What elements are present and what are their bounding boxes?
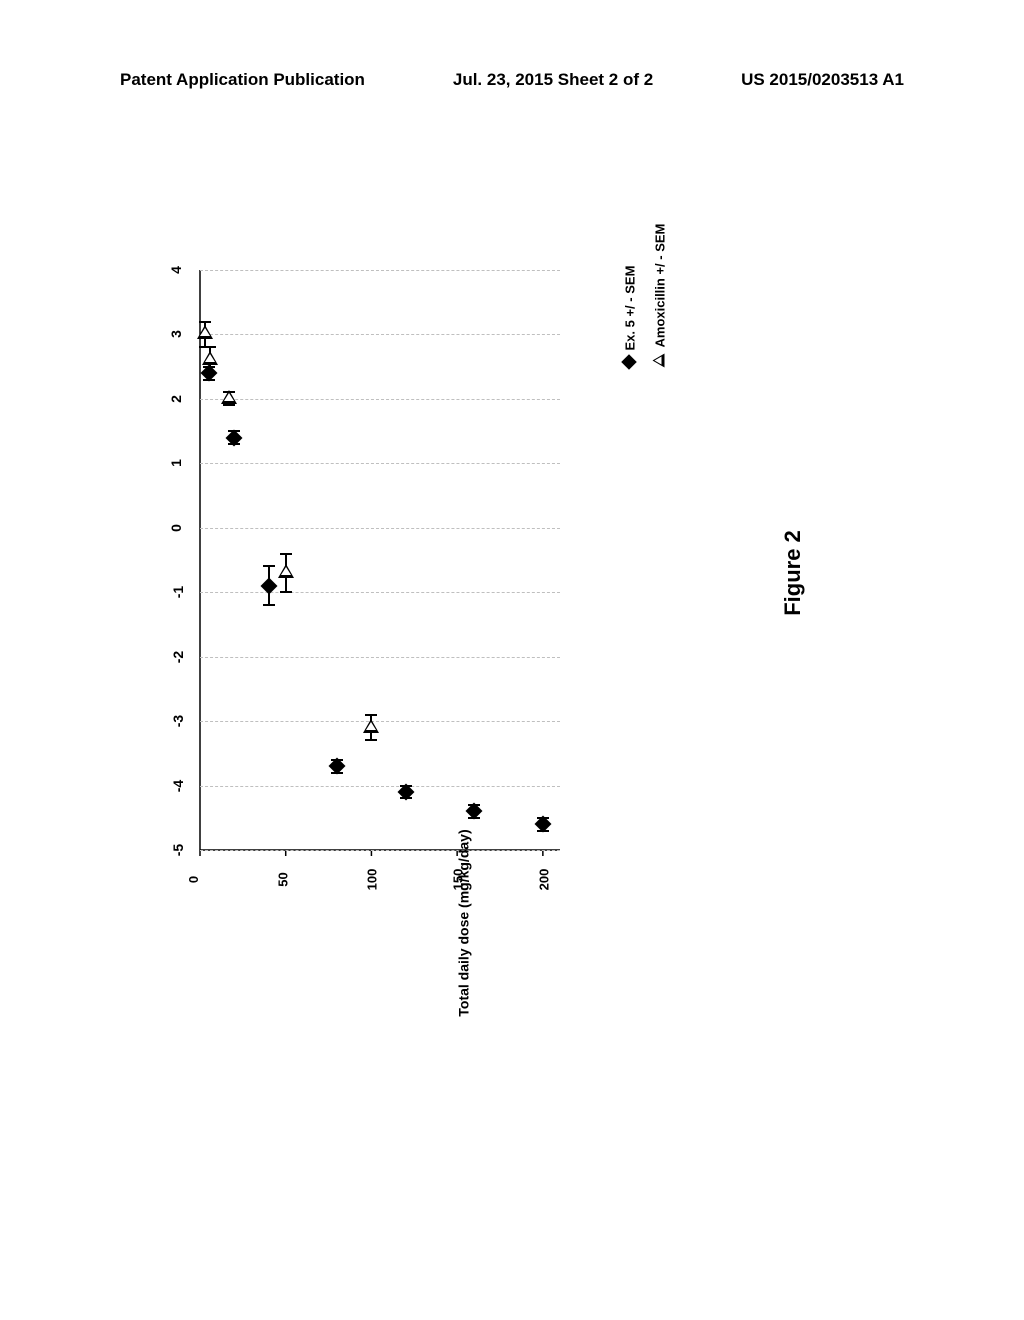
x-tick-label: 100: [365, 869, 380, 891]
plot-svg: [160, 260, 860, 960]
y-tick-label: -1: [170, 586, 186, 598]
header-left: Patent Application Publication: [120, 70, 365, 90]
y-tick-label: -4: [170, 779, 186, 791]
y-tick-label: 3: [168, 331, 184, 339]
gridline: [200, 850, 560, 851]
figure-caption: Figure 2: [780, 530, 806, 616]
error-cap: [365, 714, 377, 716]
y-tick-label: 1: [168, 459, 184, 467]
triangle-icon: [653, 354, 668, 368]
error-cap: [263, 604, 275, 606]
triangle-marker: [202, 351, 218, 365]
y-tick-label: -2: [170, 650, 186, 662]
diamond-marker: [263, 580, 275, 592]
error-cap: [199, 321, 211, 323]
legend-label-ex5: Ex. 5 +/ - SEM: [623, 266, 638, 351]
gridline: [200, 721, 560, 722]
diamond-marker: [228, 432, 240, 444]
gridline: [200, 786, 560, 787]
triangle-marker: [197, 325, 213, 339]
y-tick-label: 2: [168, 395, 184, 403]
triangle-marker: [221, 390, 237, 404]
y-tick-label: -3: [170, 715, 186, 727]
triangle-marker: [278, 564, 294, 578]
legend-item-ex5: Ex. 5 +/ - SEM: [623, 266, 638, 368]
y-tick-label: -5: [170, 844, 186, 856]
error-cap: [365, 739, 377, 741]
triangle-marker: [363, 719, 379, 733]
x-tick-label: 0: [186, 876, 201, 883]
x-tick-label: 200: [536, 869, 551, 891]
x-tick-label: 50: [275, 872, 290, 886]
gridline: [200, 399, 560, 400]
gridline: [200, 592, 560, 593]
diamond-marker: [331, 760, 343, 772]
figure-2-chart: Ex. 5 +/ - SEM Amoxicillin +/ - SEM -5-4…: [160, 260, 860, 960]
gridline: [200, 657, 560, 658]
gridline: [200, 528, 560, 529]
error-cap: [204, 346, 216, 348]
header-right: US 2015/0203513 A1: [741, 70, 904, 90]
legend-item-amox: Amoxicillin +/ - SEM: [653, 224, 668, 368]
diamond-marker: [537, 818, 549, 830]
gridline: [200, 334, 560, 335]
diamond-icon: [623, 357, 638, 368]
diamond-marker: [468, 805, 480, 817]
page-header: Patent Application Publication Jul. 23, …: [0, 70, 1024, 90]
error-cap: [280, 591, 292, 593]
error-cap: [223, 404, 235, 406]
y-tick-label: 4: [168, 266, 184, 274]
error-cap: [204, 372, 216, 374]
gridline: [200, 463, 560, 464]
error-cap: [263, 565, 275, 567]
legend-label-amox: Amoxicillin +/ - SEM: [653, 224, 668, 348]
error-cap: [280, 553, 292, 555]
diamond-marker: [400, 786, 412, 798]
y-tick-label: 0: [168, 524, 184, 532]
header-center: Jul. 23, 2015 Sheet 2 of 2: [453, 70, 653, 90]
x-axis-label: Total daily dose (mg/kg/day): [456, 829, 472, 1016]
gridline: [200, 270, 560, 271]
